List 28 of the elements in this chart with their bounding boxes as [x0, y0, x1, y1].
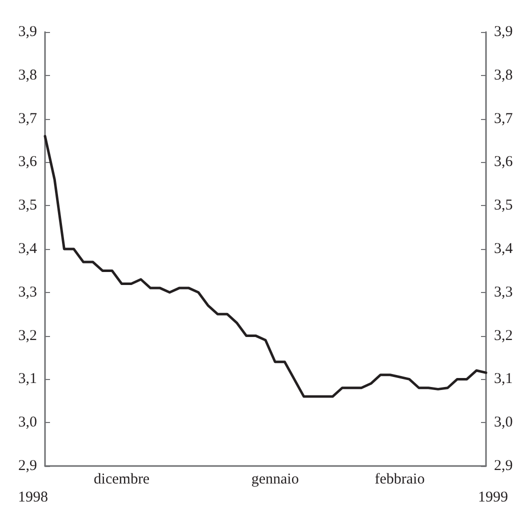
x-tick-label: gennaio — [251, 472, 299, 488]
y2-tick-label: 3,3 — [494, 284, 513, 300]
y-tick-label: 3,9 — [18, 24, 37, 40]
x-tick-label: dicembre — [94, 472, 150, 488]
line-series — [44, 134, 488, 398]
text: 1998 — [18, 490, 48, 506]
y2-tick-label: 3,1 — [494, 371, 513, 388]
y2-tick-label: 3,7 — [494, 110, 514, 127]
y2-tick-label: 3,8 — [494, 67, 513, 84]
y2-tick-label: 3,5 — [494, 198, 513, 214]
y2-tick-label: 3,9 — [494, 24, 513, 40]
y2-tick-label: 3,2 — [494, 328, 513, 344]
x-tick-label: febbraio — [374, 472, 425, 488]
y-tick-label: 3,7 — [18, 110, 38, 127]
y2-tick-label: 3,4 — [494, 241, 514, 257]
y-tick-label: 3,1 — [18, 371, 37, 388]
y-tick-label: 3,3 — [18, 284, 37, 300]
text: 1999 — [478, 490, 508, 506]
y-tick-label: 3,5 — [18, 198, 37, 214]
y-tick-label: 3,6 — [18, 154, 38, 170]
y2-tick-label: 3,6 — [494, 154, 514, 170]
y-tick-label: 2,9 — [18, 458, 37, 474]
y2-tick-label: 2,9 — [494, 458, 513, 474]
y-tick-label: 3,4 — [18, 241, 38, 257]
y-tick-label: 3,2 — [18, 328, 37, 344]
y2-tick-label: 3,0 — [494, 414, 513, 431]
y-tick-label: 3,0 — [18, 414, 37, 431]
y-tick-label: 3,8 — [18, 67, 37, 84]
